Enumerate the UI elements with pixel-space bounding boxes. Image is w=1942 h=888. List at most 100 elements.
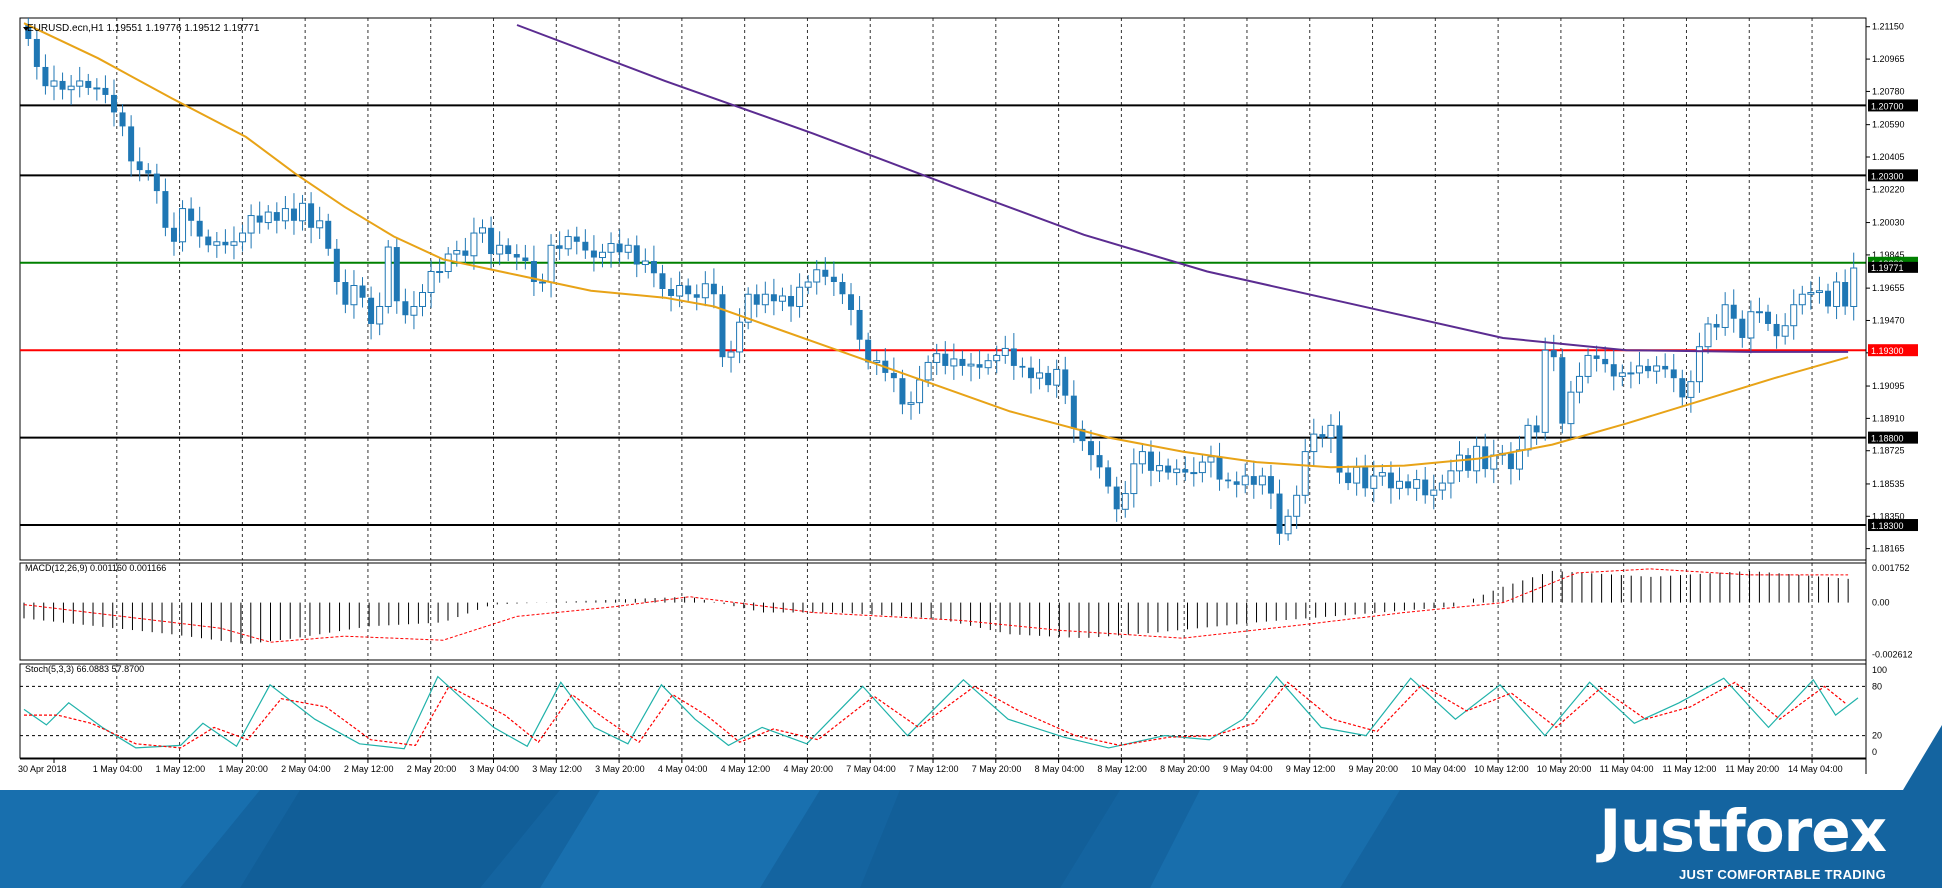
candle-bear [136, 161, 143, 171]
candle-bull [179, 208, 187, 243]
candle-bull [50, 80, 58, 87]
time-axis: 30 Apr 2018 1 May 04:00 1 May 12:00 1 May 2… [18, 18, 1867, 774]
candle-bear [1559, 357, 1566, 424]
price-tick-label: 1.18725 [1872, 446, 1905, 456]
candle-bull [1635, 365, 1643, 374]
candle-bull [1284, 515, 1292, 535]
candle-bull [676, 285, 684, 297]
time-tick-label: 2 May 12:00 [344, 764, 394, 774]
price-tick-label: 1.20780 [1872, 86, 1905, 96]
time-tick-label: 7 May 12:00 [909, 764, 959, 774]
level-tag-label: 1.20300 [1871, 171, 1904, 181]
time-tick-label: 8 May 12:00 [1097, 764, 1147, 774]
candle-bear [1405, 481, 1412, 489]
candle-bull [419, 291, 427, 307]
candle-bull [1575, 375, 1583, 393]
candle-bear [1739, 318, 1746, 338]
stoch-tick-label: 80 [1872, 681, 1882, 691]
candle-bull [1036, 372, 1044, 379]
time-tick-label: 1 May 12:00 [156, 764, 206, 774]
candle-bear [256, 215, 263, 223]
candle-bull [1755, 311, 1763, 314]
time-tick-label: 9 May 04:00 [1223, 764, 1273, 774]
candle-bear [359, 285, 366, 298]
price-tick-label: 1.18350 [1872, 511, 1905, 521]
candle-bear [959, 358, 966, 366]
price-tick-label: 1.19845 [1872, 250, 1905, 260]
candle-bear [1070, 395, 1077, 429]
banner-background [0, 790, 1942, 888]
candle-bear [856, 309, 863, 340]
candle-bull [804, 281, 812, 288]
candle-bull [1293, 494, 1301, 517]
price-tick-label: 1.20220 [1872, 184, 1905, 194]
candle-bull [316, 220, 324, 229]
candle-bull [933, 353, 941, 363]
candle-bull [1721, 304, 1729, 328]
candle-bear [890, 372, 897, 379]
candle-bull [1430, 489, 1438, 496]
candle-bull [1241, 475, 1249, 486]
candle-bear [1113, 486, 1120, 510]
candle-bull [1687, 381, 1695, 398]
candle-bear [102, 87, 109, 95]
candle-bear [865, 339, 872, 363]
candle-bull [1207, 456, 1215, 463]
time-tick-label: 11 May 04:00 [1600, 764, 1654, 774]
time-tick-label: 10 May 12:00 [1474, 764, 1529, 774]
candle-bull [376, 305, 384, 325]
candle-bull [744, 293, 752, 323]
candle-bear [822, 269, 829, 277]
candle-bear [145, 170, 152, 174]
candle-bear [1842, 282, 1849, 307]
candle-bull [1850, 267, 1858, 307]
time-tick-label: 9 May 12:00 [1286, 764, 1336, 774]
time-tick-label: 2 May 20:00 [407, 764, 457, 774]
candle-bull [624, 244, 632, 253]
collapse-arrow-icon[interactable] [23, 27, 29, 31]
candle-bull [496, 244, 504, 255]
candle-bear [119, 112, 126, 127]
candle-bear [1079, 428, 1086, 442]
candle-bull [538, 281, 546, 284]
panel-frame [19, 663, 1867, 759]
brand-banner [0, 790, 1942, 888]
candle-bull [736, 321, 744, 353]
candle-bull [924, 361, 932, 381]
justforex-logo: Justforex [1599, 797, 1887, 865]
time-tick-label: 2 May 04:00 [281, 764, 331, 774]
candle-bull [1567, 391, 1575, 425]
price-tick-label: 1.18165 [1872, 544, 1905, 554]
candle-bear [1225, 479, 1232, 482]
candle-bear [1713, 323, 1720, 328]
candle-bear [590, 250, 597, 258]
candle-bull [1704, 323, 1712, 348]
candle-bull [230, 241, 238, 246]
macd-signal-line [23, 568, 1849, 643]
candle-bear [488, 227, 495, 255]
candle-bull [281, 208, 289, 222]
candle-bear [462, 250, 469, 256]
level-tag-label: 1.18800 [1871, 434, 1904, 444]
candle-bull [1541, 349, 1549, 433]
time-tick-label: 4 May 20:00 [783, 764, 833, 774]
candle-bear [1019, 365, 1026, 368]
candle-bear [222, 241, 229, 246]
level-tag-label: 1.18300 [1871, 521, 1904, 531]
time-tick-label: 10 May 20:00 [1537, 764, 1592, 774]
candle-bull [1790, 304, 1798, 327]
candle-bull [1310, 433, 1318, 453]
candle-bull [1653, 365, 1661, 372]
candle-bull [239, 232, 247, 243]
candle-bull [1138, 451, 1146, 465]
candle-bear [530, 261, 537, 283]
macd-panel: 0.001752 0.00 -0.002612 [19, 562, 1913, 661]
level-tag [1868, 99, 1918, 112]
candle-bull [813, 269, 821, 283]
candle-bull [410, 305, 418, 316]
candle-bull [350, 285, 358, 306]
candle-bear [128, 126, 135, 162]
stoch-signal-line [24, 681, 1848, 749]
current-price-label: 1.19771 [1871, 263, 1904, 273]
candle-bull [1001, 347, 1009, 356]
